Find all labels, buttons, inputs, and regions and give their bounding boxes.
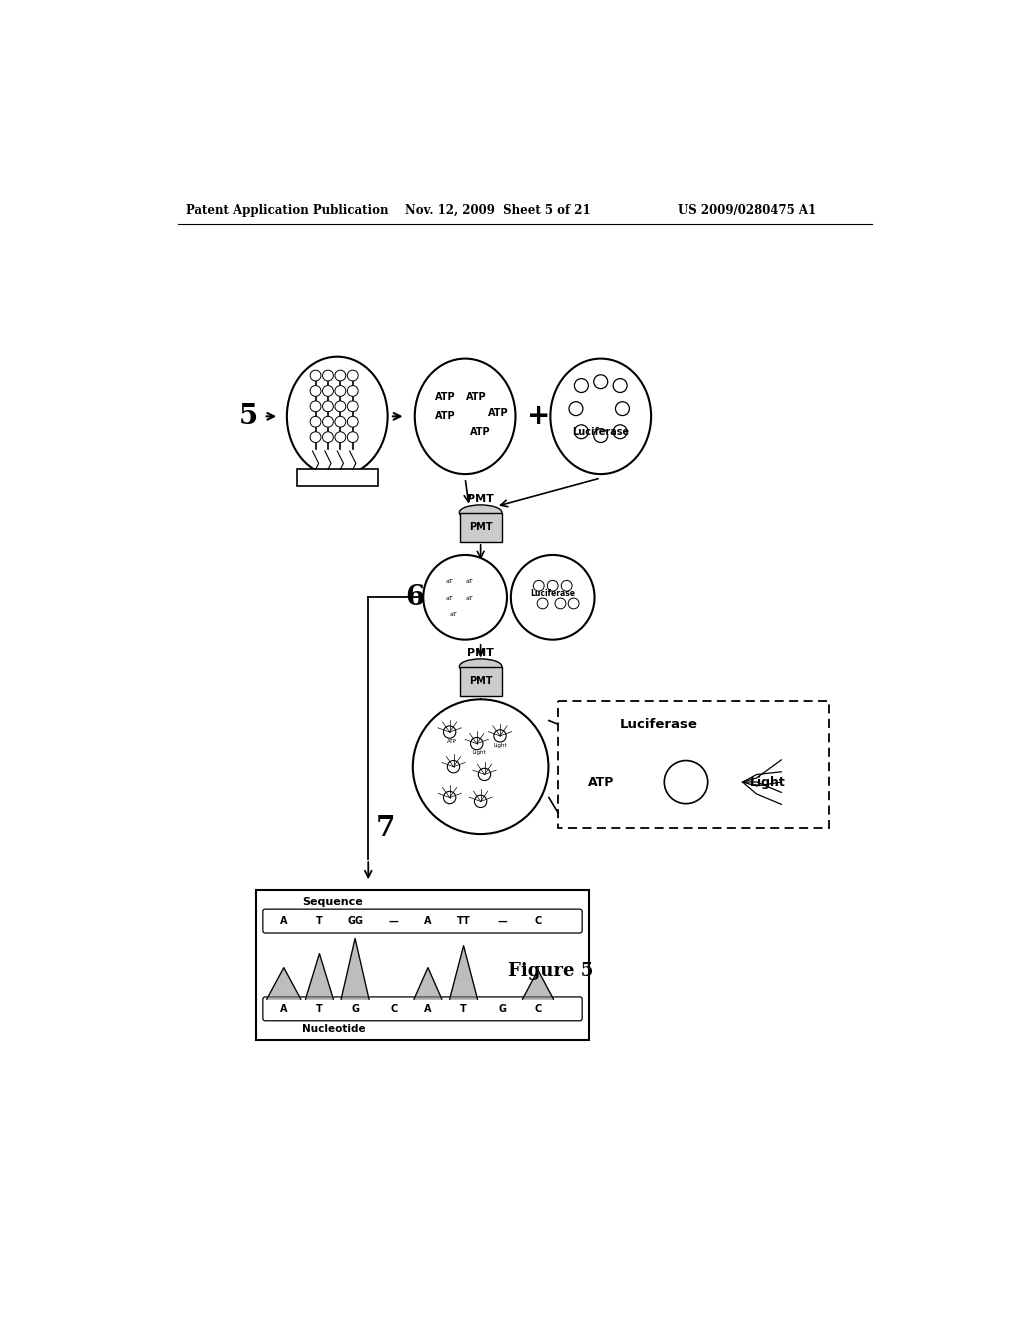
Text: T: T (316, 916, 323, 927)
Text: Light: Light (750, 776, 785, 788)
Text: ATP: ATP (435, 412, 456, 421)
Ellipse shape (423, 554, 507, 640)
Text: —: — (498, 916, 507, 927)
Text: +: + (527, 403, 551, 430)
Text: ATP: ATP (488, 408, 509, 417)
Circle shape (347, 385, 358, 396)
Text: Luciferase: Luciferase (620, 718, 697, 731)
Ellipse shape (460, 659, 502, 675)
Text: TT: TT (457, 916, 470, 927)
Text: ATP: ATP (467, 392, 487, 403)
Bar (297, 469, 378, 486)
FancyBboxPatch shape (558, 701, 829, 829)
Ellipse shape (413, 700, 549, 834)
Text: ATP: ATP (435, 392, 456, 403)
Circle shape (347, 416, 358, 428)
Text: ATP: ATP (470, 426, 490, 437)
Text: 6: 6 (406, 583, 424, 611)
Text: GG: GG (347, 916, 364, 927)
Text: Light: Light (472, 750, 485, 755)
Circle shape (443, 726, 456, 738)
Text: Patent Application Publication: Patent Application Publication (186, 205, 389, 218)
Ellipse shape (460, 504, 502, 520)
Circle shape (323, 416, 334, 428)
Polygon shape (450, 945, 477, 999)
Text: T: T (316, 1005, 323, 1014)
Circle shape (471, 738, 483, 750)
Text: C: C (535, 1005, 542, 1014)
Text: 5: 5 (239, 403, 258, 430)
Polygon shape (305, 953, 334, 999)
Text: aT: aT (465, 597, 473, 602)
Circle shape (447, 760, 460, 774)
Text: ATP: ATP (588, 776, 614, 788)
Circle shape (335, 385, 346, 396)
Circle shape (474, 795, 486, 808)
Bar (460, 667, 503, 696)
Circle shape (323, 432, 334, 442)
Circle shape (347, 432, 358, 442)
Text: aT: aT (445, 597, 454, 602)
Text: Nov. 12, 2009  Sheet 5 of 21: Nov. 12, 2009 Sheet 5 of 21 (406, 205, 591, 218)
Text: A: A (280, 1005, 288, 1014)
Text: A: A (280, 916, 288, 927)
Bar (256, 890, 589, 1040)
Text: aT: aT (450, 611, 458, 616)
Circle shape (494, 730, 506, 742)
Ellipse shape (550, 359, 651, 474)
FancyBboxPatch shape (263, 997, 583, 1020)
Polygon shape (414, 968, 442, 999)
Circle shape (323, 370, 334, 381)
Circle shape (347, 401, 358, 412)
Circle shape (347, 370, 358, 381)
Text: T: T (460, 1005, 467, 1014)
Ellipse shape (415, 359, 515, 474)
FancyBboxPatch shape (263, 909, 583, 933)
Ellipse shape (511, 554, 595, 640)
Text: PMT: PMT (467, 648, 494, 657)
Text: aT: aT (445, 579, 454, 585)
Text: ATP: ATP (447, 739, 457, 743)
Polygon shape (522, 970, 554, 999)
Text: aT: aT (465, 579, 473, 585)
Text: —: — (389, 916, 398, 927)
Text: US 2009/0280475 A1: US 2009/0280475 A1 (678, 205, 816, 218)
Text: G: G (351, 1005, 359, 1014)
Circle shape (310, 370, 321, 381)
Text: Luciferase: Luciferase (530, 589, 575, 598)
Circle shape (335, 401, 346, 412)
Text: Luciferase: Luciferase (572, 426, 630, 437)
Circle shape (310, 416, 321, 428)
Circle shape (335, 416, 346, 428)
Ellipse shape (287, 356, 388, 477)
Circle shape (335, 370, 346, 381)
Circle shape (443, 792, 456, 804)
Text: PMT: PMT (469, 676, 493, 686)
Text: A: A (424, 1005, 432, 1014)
Text: 7: 7 (376, 814, 395, 842)
Text: PMT: PMT (469, 523, 493, 532)
Text: Figure 5: Figure 5 (508, 962, 593, 979)
Circle shape (478, 768, 490, 780)
Circle shape (310, 385, 321, 396)
Circle shape (665, 760, 708, 804)
Circle shape (310, 401, 321, 412)
Text: C: C (535, 916, 542, 927)
Text: C: C (390, 1005, 397, 1014)
Circle shape (323, 401, 334, 412)
Polygon shape (341, 939, 369, 999)
Text: G: G (499, 1005, 506, 1014)
Circle shape (335, 432, 346, 442)
Text: Sequence: Sequence (302, 898, 364, 907)
Polygon shape (266, 968, 301, 999)
Circle shape (310, 432, 321, 442)
Text: Light: Light (494, 743, 508, 747)
Text: A: A (424, 916, 432, 927)
Text: Nucleotide: Nucleotide (302, 1024, 366, 1035)
Bar (460, 512, 503, 541)
Text: PMT: PMT (467, 494, 494, 504)
Circle shape (323, 385, 334, 396)
